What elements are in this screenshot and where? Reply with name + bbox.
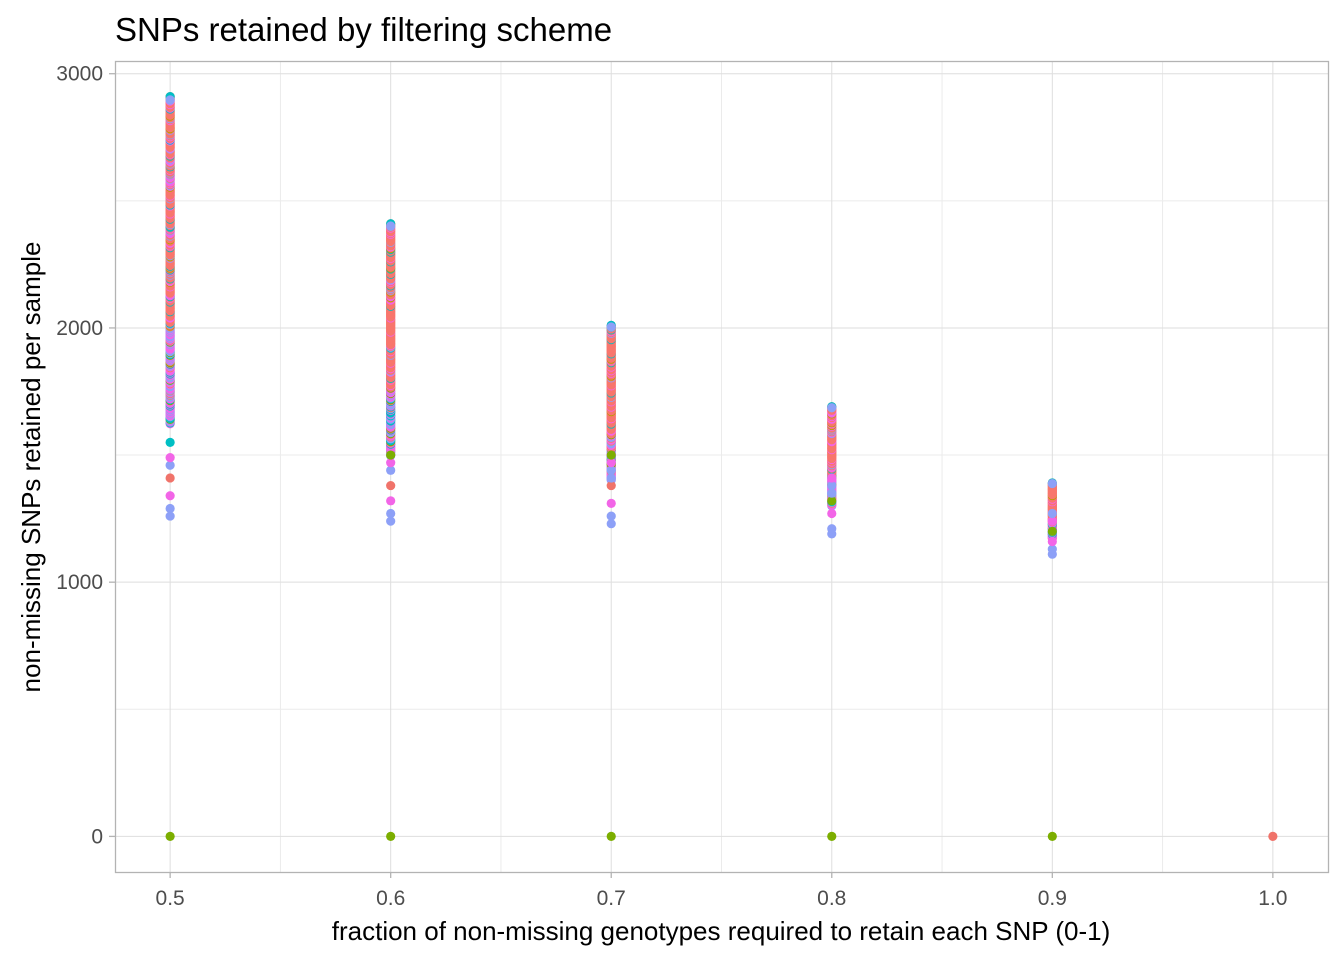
data-point	[1048, 479, 1057, 488]
data-point	[607, 450, 616, 459]
x-tick-label: 0.6	[376, 887, 405, 910]
y-tick-label: 3000	[56, 63, 103, 86]
data-point	[1048, 537, 1057, 546]
y-tick-label: 1000	[56, 571, 103, 594]
data-point	[607, 322, 616, 331]
x-axis-title: fraction of non-missing genotypes requir…	[332, 916, 1111, 946]
y-axis-title: non-missing SNPs retained per sample	[16, 242, 46, 693]
data-point	[607, 511, 616, 520]
chart-title: SNPs retained by filtering scheme	[115, 11, 612, 48]
data-point	[827, 403, 836, 412]
data-point	[386, 450, 395, 459]
data-point	[827, 832, 836, 841]
x-tick-label: 1.0	[1258, 887, 1287, 910]
data-point	[386, 832, 395, 841]
data-point	[166, 504, 175, 513]
data-point	[386, 496, 395, 505]
data-point	[166, 473, 175, 482]
data-point	[827, 509, 836, 518]
data-point	[386, 481, 395, 490]
y-tick-label: 0	[91, 825, 103, 848]
data-point	[166, 453, 175, 462]
data-point	[1048, 527, 1057, 536]
data-point	[166, 95, 175, 104]
grid	[115, 61, 1328, 872]
y-tick-label: 2000	[56, 317, 103, 340]
data-point	[1268, 832, 1277, 841]
data-point	[386, 509, 395, 518]
x-tick-label: 0.5	[156, 887, 185, 910]
data-point	[1048, 509, 1057, 518]
data-point	[166, 438, 175, 447]
data-point	[166, 491, 175, 500]
data-point	[827, 524, 836, 533]
data-point	[1048, 832, 1057, 841]
x-tick-label: 0.9	[1038, 887, 1067, 910]
x-tick-label: 0.7	[597, 887, 626, 910]
axes: 0.5 0.6 0.7 0.8 0.9 1.0 0 1000 2000 3000	[56, 63, 1287, 910]
x-tick-label: 0.8	[817, 887, 846, 910]
data-point	[827, 473, 836, 482]
data-point	[607, 499, 616, 508]
data-point	[386, 221, 395, 230]
data-point	[607, 832, 616, 841]
data-point	[166, 832, 175, 841]
